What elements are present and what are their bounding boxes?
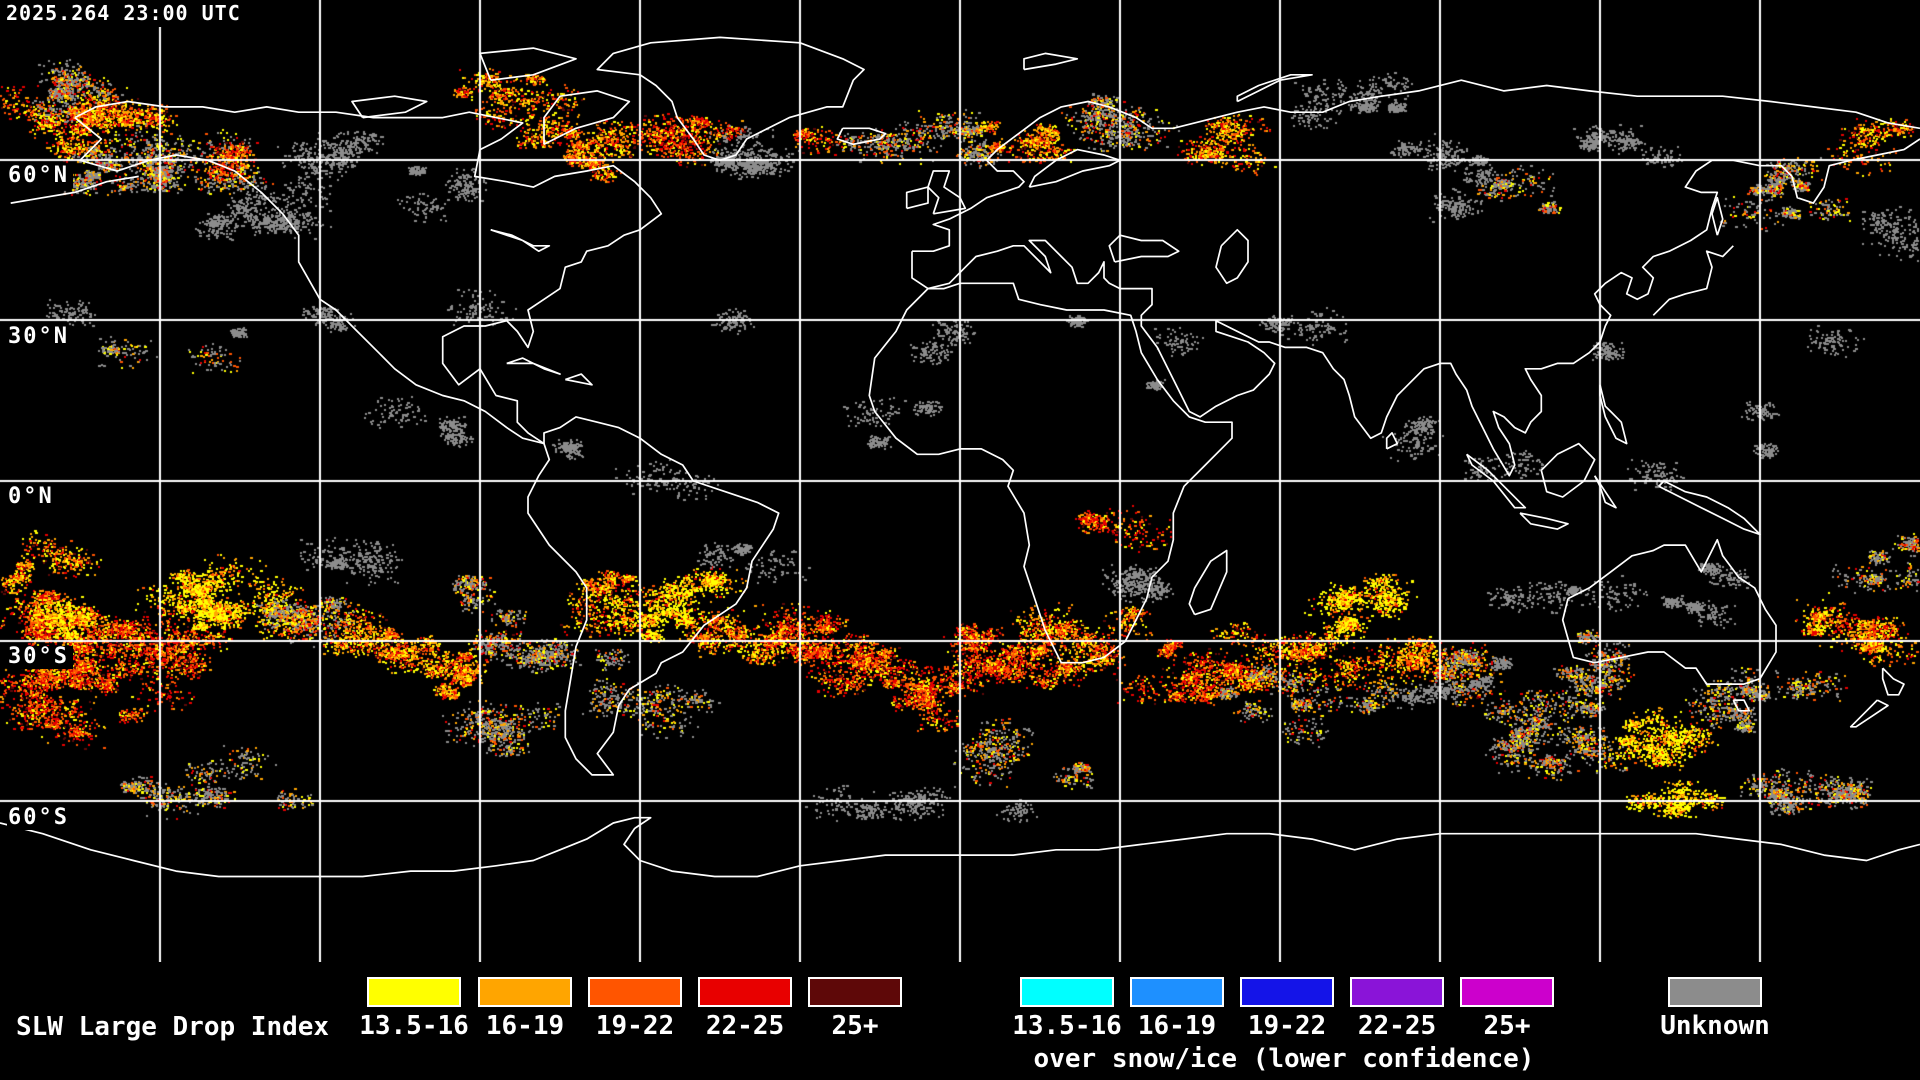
coastline-path (1593, 475, 1617, 509)
coastline-path (596, 36, 865, 162)
legend-swatch-snow-ice (1130, 977, 1224, 1007)
legend-swatch-normal (367, 977, 461, 1007)
coastline-path (927, 170, 967, 215)
legend-bin-label-normal: 16-19 (485, 1011, 565, 1041)
coastline-path (905, 186, 929, 210)
coastline-path (351, 95, 428, 119)
coastline-path (565, 373, 593, 386)
coastline-path (1465, 453, 1527, 509)
coastline-path (506, 357, 561, 375)
coastline-path (1519, 512, 1569, 530)
coastline-path (1385, 432, 1399, 450)
coastline-path (543, 90, 631, 146)
coastline-path (1652, 245, 1734, 316)
coastline-path (1215, 228, 1249, 285)
coastline-path (1732, 699, 1751, 712)
legend-swatch-normal (588, 977, 682, 1007)
legend-swatch-snow-ice (1240, 977, 1334, 1007)
coastline-path (1540, 442, 1596, 498)
legend-bin-label-normal: 22-25 (705, 1011, 785, 1041)
legend-bin-label-snow-ice: 22-25 (1357, 1011, 1437, 1041)
coastline-path (1188, 549, 1228, 616)
legend-swatch-normal (478, 977, 572, 1007)
legend-bin-label-snow-ice: 19-22 (1247, 1011, 1327, 1041)
legend-swatch-snow-ice (1350, 977, 1444, 1007)
latitude-label: 30°N (7, 325, 73, 349)
coastline-path (1711, 196, 1724, 236)
legend-snow-ice-caption: over snow/ice (lower confidence) (1033, 1044, 1535, 1074)
coastline-path (1236, 73, 1313, 103)
legend-bin-label-snow-ice: 13.5-16 (1012, 1011, 1122, 1041)
coastline-path (1108, 234, 1180, 263)
coastline-path (1881, 667, 1905, 696)
coastline-path (912, 79, 1920, 253)
coastline-path (74, 100, 663, 445)
legend-bin-label-normal: 13.5-16 (359, 1011, 469, 1041)
coastline-path (479, 47, 577, 82)
legend-swatch-unknown (1668, 977, 1762, 1007)
coastline-path (1028, 148, 1121, 188)
latitude-label: 0°N (7, 486, 58, 509)
latitude-label: 60°N (7, 165, 73, 189)
legend-title: SLW Large Drop Index (16, 1012, 330, 1042)
coastline-path (490, 228, 551, 253)
coastline-path (10, 175, 139, 204)
map-data-canvas (0, 0, 1920, 962)
legend-bin-label-normal: 19-22 (595, 1011, 675, 1041)
coastline-path (1849, 699, 1889, 728)
latitude-label: 60°S (7, 806, 73, 830)
coastline-path (1023, 52, 1079, 71)
coastline-path (868, 282, 1233, 664)
latitude-label: 30°S (7, 646, 73, 670)
timestamp: 2025.264 23:00 UTC (5, 0, 246, 27)
coastline-path (0, 816, 1920, 878)
legend-swatch-snow-ice (1020, 977, 1114, 1007)
legend-swatch-normal (808, 977, 902, 1007)
legend-swatch-snow-ice (1460, 977, 1554, 1007)
legend-bin-label-normal: 25+ (831, 1011, 879, 1041)
legend-swatch-normal (698, 977, 792, 1007)
legend-unknown-label: Unknown (1660, 1011, 1770, 1041)
legend-bin-label-snow-ice: 25+ (1483, 1011, 1531, 1041)
coastline-path (911, 138, 1920, 477)
coastline-path (836, 127, 887, 146)
coastline-overlay (0, 36, 1920, 878)
coastline-path (1658, 480, 1761, 536)
coastline-path (1561, 538, 1777, 685)
legend-bin-label-snow-ice: 16-19 (1137, 1011, 1217, 1041)
coastline-path (1599, 384, 1628, 445)
coastline-path (527, 416, 780, 776)
